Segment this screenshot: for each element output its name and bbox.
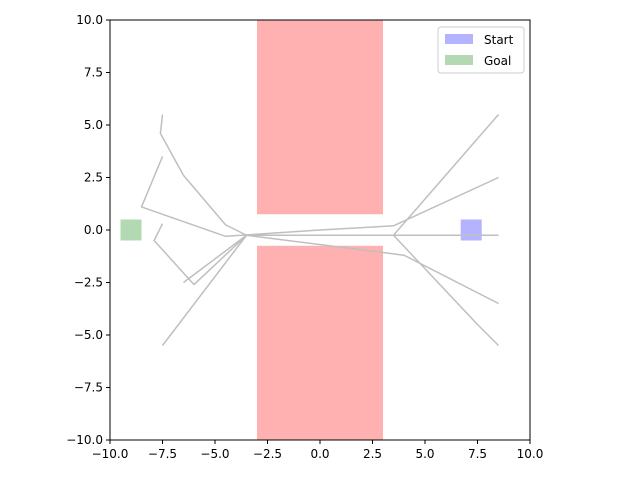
- x-tick-label: 7.5: [468, 447, 487, 461]
- y-tick-label: −7.5: [74, 381, 103, 395]
- x-tick-label: −10.0: [92, 447, 129, 461]
- y-tick-label: −10.0: [66, 433, 103, 447]
- y-tick-label: 2.5: [84, 171, 103, 185]
- y-tick-label: −2.5: [74, 276, 103, 290]
- y-tick-label: 0.0: [84, 223, 103, 237]
- legend-start-swatch: [445, 34, 473, 44]
- legend: Start Goal: [437, 26, 525, 74]
- goal-region: [120, 219, 142, 241]
- path-5: [153, 223, 499, 305]
- path-2: [140, 156, 499, 238]
- x-tick-label: 0.0: [310, 447, 329, 461]
- y-tick-label: 10.0: [76, 13, 103, 27]
- x-axis-ticks: −10.0 −7.5 −5.0 −2.5 0.0 2.5 5.0 7.5 10.0: [92, 440, 544, 461]
- x-tick-label: −2.5: [253, 447, 282, 461]
- legend-goal-swatch: [445, 55, 473, 65]
- obstacle-1: [257, 20, 383, 215]
- path-group: [140, 114, 500, 347]
- start-region: [460, 219, 482, 241]
- y-tick-label: 7.5: [84, 66, 103, 80]
- y-tick-label: 5.0: [84, 118, 103, 132]
- x-tick-label: −5.0: [200, 447, 229, 461]
- x-tick-label: −7.5: [148, 447, 177, 461]
- y-tick-label: −5.0: [74, 328, 103, 342]
- x-tick-label: 5.0: [415, 447, 434, 461]
- obstacle-group: [257, 20, 383, 440]
- legend-start-label: Start: [484, 33, 514, 47]
- x-tick-label: 10.0: [517, 447, 544, 461]
- x-tick-label: 2.5: [363, 447, 382, 461]
- legend-goal-label: Goal: [484, 54, 511, 68]
- obstacle-2: [257, 245, 383, 440]
- y-axis-ticks: −10.0 −7.5 −5.0 −2.5 0.0 2.5 5.0 7.5 10.0: [66, 13, 110, 447]
